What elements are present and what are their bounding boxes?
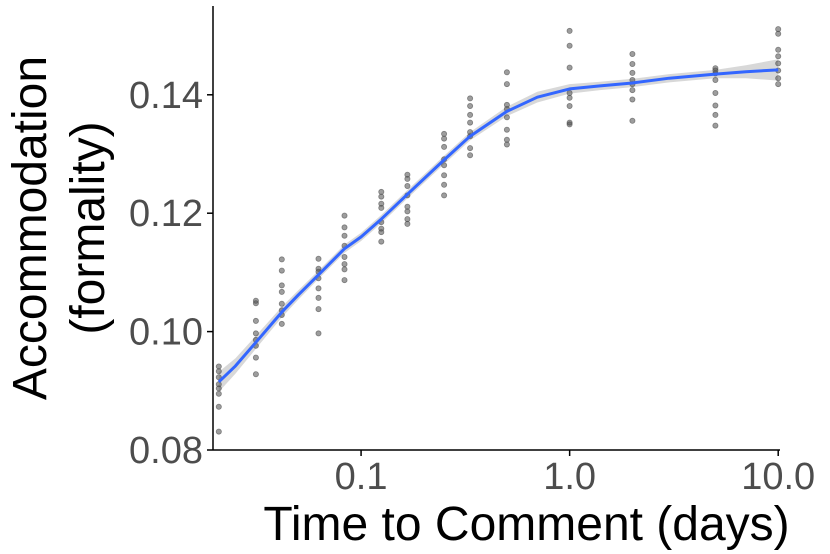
data-point xyxy=(503,69,510,76)
data-point xyxy=(712,111,719,118)
x-tick-label: 10.0 xyxy=(741,456,815,498)
data-point xyxy=(467,111,474,118)
data-point xyxy=(775,75,782,82)
data-point xyxy=(441,130,448,137)
data-point xyxy=(566,103,573,110)
data-point xyxy=(278,256,285,263)
y-axis-title-line2: (formality) xyxy=(62,121,115,334)
data-point xyxy=(566,64,573,71)
data-point xyxy=(775,81,782,88)
data-point xyxy=(775,46,782,53)
data-point xyxy=(467,103,474,110)
data-point xyxy=(378,238,385,245)
data-point xyxy=(566,27,573,34)
y-tick-label: 0.14 xyxy=(129,75,203,117)
x-tick-label: 1.0 xyxy=(543,456,596,498)
data-point xyxy=(503,101,510,108)
data-point xyxy=(629,61,636,68)
data-point xyxy=(566,42,573,49)
data-point xyxy=(629,87,636,94)
data-point xyxy=(215,390,222,397)
data-point xyxy=(315,306,322,313)
data-point xyxy=(629,51,636,58)
y-tick-label: 0.10 xyxy=(129,312,203,354)
y-tick-label: 0.08 xyxy=(129,430,203,472)
data-point xyxy=(315,294,322,301)
data-point xyxy=(629,69,636,76)
smooth-trend-line xyxy=(217,68,779,383)
data-point xyxy=(404,182,411,189)
data-point xyxy=(467,95,474,102)
ticks-layer: 0.08 0.10 0.12 0.14 0.1 1.0 10.0 xyxy=(129,75,815,498)
data-point xyxy=(441,172,448,179)
data-point xyxy=(712,102,719,109)
data-point xyxy=(467,152,474,159)
axes-layer xyxy=(212,6,780,451)
data-point xyxy=(215,403,222,410)
data-point xyxy=(215,428,222,435)
data-point xyxy=(629,117,636,124)
data-point xyxy=(215,374,222,381)
data-point xyxy=(315,330,322,337)
data-point xyxy=(215,363,222,370)
data-point xyxy=(712,90,719,97)
data-point xyxy=(712,122,719,129)
data-point xyxy=(378,225,385,232)
data-point xyxy=(252,371,259,378)
y-axis-title-line1: Accommodation xyxy=(4,56,57,400)
data-point xyxy=(341,232,348,239)
data-point xyxy=(278,267,285,274)
data-point xyxy=(441,143,448,150)
data-point xyxy=(775,53,782,60)
data-point xyxy=(278,320,285,327)
data-point xyxy=(775,26,782,33)
data-point xyxy=(503,126,510,133)
data-point xyxy=(404,216,411,223)
data-point xyxy=(341,212,348,219)
data-point xyxy=(467,145,474,152)
data-point xyxy=(441,162,448,169)
data-point xyxy=(315,265,322,272)
data-point xyxy=(252,317,259,324)
data-point xyxy=(378,200,385,207)
data-point xyxy=(503,81,510,88)
data-point xyxy=(566,90,573,97)
y-tick-label: 0.12 xyxy=(129,193,203,235)
data-point xyxy=(278,300,285,307)
x-tick-label: 0.1 xyxy=(335,456,388,498)
data-point xyxy=(566,119,573,126)
data-point xyxy=(315,255,322,262)
data-point xyxy=(341,266,348,273)
data-point xyxy=(252,297,259,304)
data-point xyxy=(503,114,510,121)
data-point xyxy=(404,171,411,178)
data-point xyxy=(712,65,719,72)
data-point xyxy=(441,181,448,188)
data-point xyxy=(404,203,411,210)
data-point xyxy=(441,192,448,199)
x-axis-title: Time to Comment (days) xyxy=(263,498,789,551)
smooth-line-layer xyxy=(217,68,779,383)
data-points-layer xyxy=(215,26,782,435)
data-point xyxy=(341,277,348,284)
data-point xyxy=(278,288,285,295)
data-point xyxy=(378,188,385,195)
confidence-band-layer xyxy=(218,59,779,393)
data-point xyxy=(467,119,474,126)
data-point xyxy=(341,253,348,260)
data-point xyxy=(252,354,259,361)
data-point xyxy=(629,96,636,103)
data-point xyxy=(712,77,719,84)
data-point xyxy=(341,261,348,268)
data-point xyxy=(775,60,782,67)
data-point xyxy=(503,136,510,143)
data-point xyxy=(315,285,322,292)
data-point xyxy=(252,330,259,337)
data-point xyxy=(341,224,348,231)
data-point xyxy=(215,381,222,388)
confidence-band xyxy=(218,59,779,393)
data-point xyxy=(278,282,285,289)
